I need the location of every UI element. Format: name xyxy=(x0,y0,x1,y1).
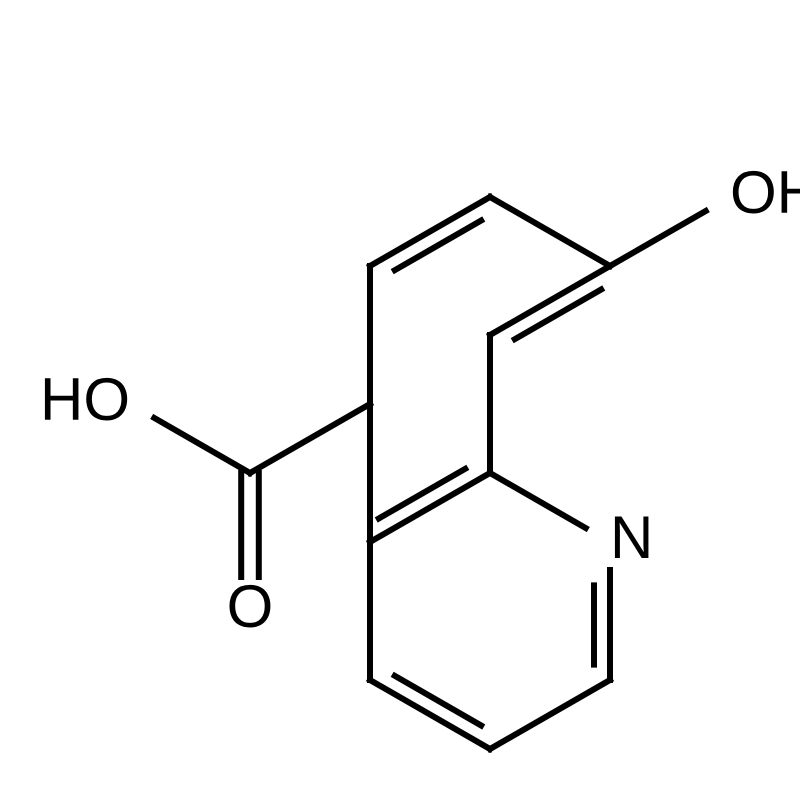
bond-single xyxy=(154,418,250,473)
molecule-diagram: N OH O HO xyxy=(0,0,800,800)
bond-double-outer xyxy=(370,680,490,749)
bond-single xyxy=(490,197,610,266)
bond-single xyxy=(490,680,610,749)
atom-label-N: N xyxy=(610,504,653,571)
bond-single xyxy=(490,473,586,528)
bond-double-outer xyxy=(370,197,490,266)
atom-label-O_ho: HO xyxy=(40,366,130,433)
atom-label-O_dbl: O xyxy=(227,573,274,640)
bond-single xyxy=(610,211,706,266)
atom-label-O_oh: OH xyxy=(730,159,800,226)
bond-double-outer xyxy=(370,473,490,542)
bond-single xyxy=(250,404,370,473)
bond-double-outer xyxy=(490,266,610,335)
